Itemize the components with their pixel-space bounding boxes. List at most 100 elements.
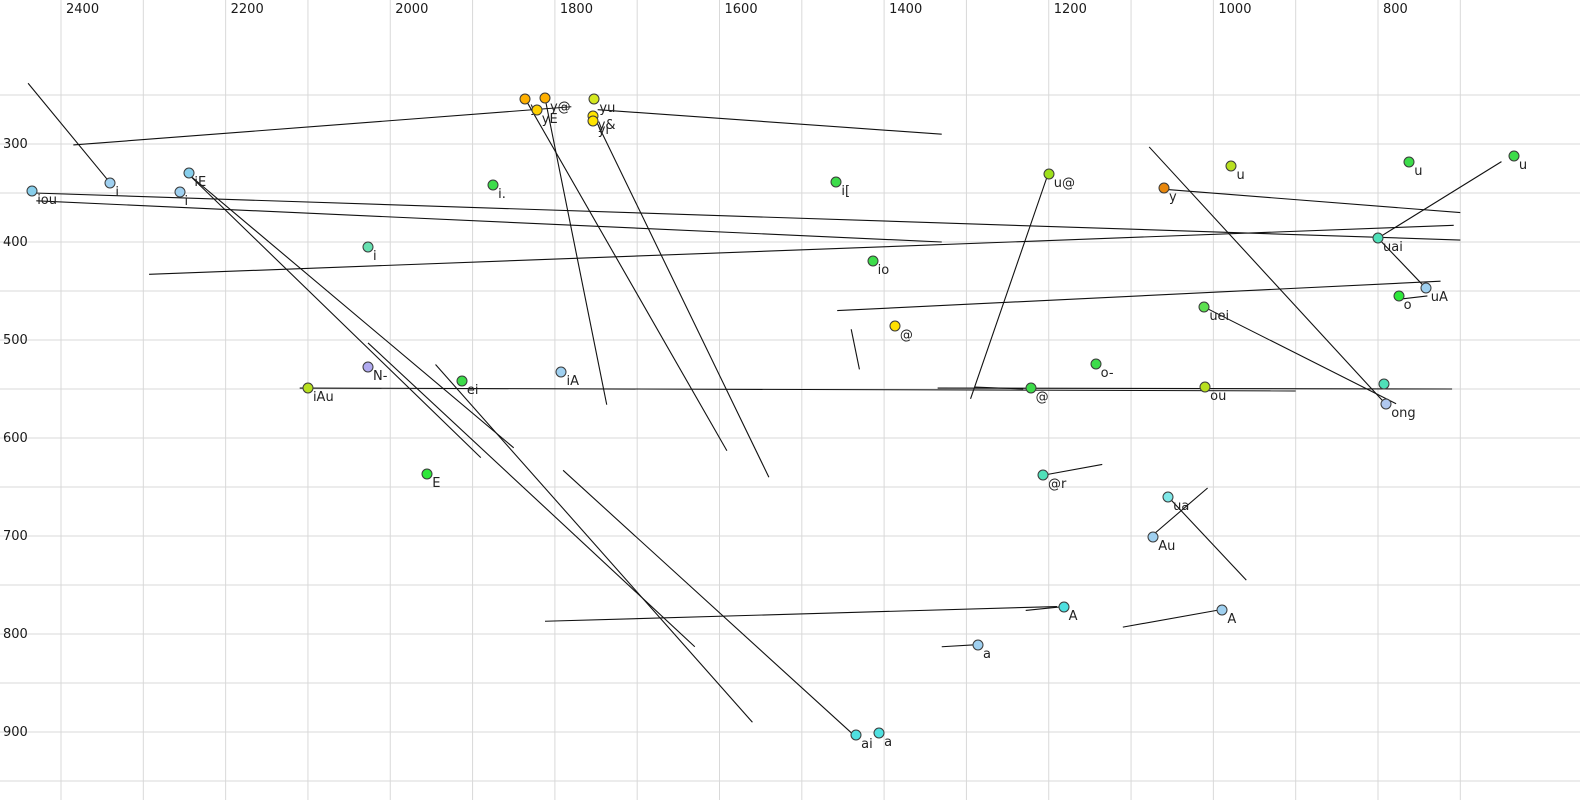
point-label: N- (373, 369, 388, 385)
point-label: u@ (1053, 176, 1075, 192)
point-label: Au (1158, 538, 1176, 554)
point-label: A (1068, 608, 1078, 624)
point-label: iA (566, 374, 579, 390)
point-label: @r (1047, 477, 1067, 493)
x-axis-tick-label: 1800 (559, 2, 593, 17)
point-label: a (884, 734, 893, 750)
point-label: i. (498, 187, 506, 203)
connector-lines (27, 82, 1502, 736)
data-point[interactable] (588, 93, 600, 105)
data-point[interactable] (1216, 604, 1228, 615)
point-label: uai (1383, 240, 1403, 256)
point-label: yE (541, 111, 558, 127)
data-point[interactable] (362, 361, 374, 373)
point-label: E (432, 476, 441, 492)
data-point[interactable] (873, 727, 885, 739)
point-label: uA (1430, 290, 1448, 306)
data-point[interactable] (104, 177, 116, 189)
data-point[interactable] (1162, 491, 1174, 503)
point-label: iou (37, 193, 57, 209)
data-point[interactable] (183, 167, 195, 179)
y-axis-tick-label: 600 (3, 431, 28, 446)
data-point[interactable] (1037, 469, 1049, 481)
point-label: ei (466, 383, 479, 399)
point-label: o (1403, 297, 1412, 313)
point-label: a (982, 646, 991, 662)
data-point[interactable] (1393, 290, 1405, 302)
data-point[interactable] (487, 179, 499, 191)
data-point[interactable] (1043, 168, 1055, 180)
data-point[interactable] (850, 729, 862, 741)
data-point[interactable] (1508, 150, 1520, 162)
data-point[interactable] (531, 104, 543, 116)
data-point[interactable] (889, 320, 901, 332)
point-label: uei (1209, 308, 1230, 324)
y-axis-tick-label: 800 (3, 627, 28, 642)
data-point[interactable] (539, 92, 551, 104)
data-point[interactable] (1380, 398, 1392, 410)
point-label: @ (1035, 390, 1049, 406)
data-point[interactable] (830, 176, 842, 188)
data-point[interactable] (1158, 182, 1170, 194)
data-point[interactable] (456, 375, 468, 387)
data-point[interactable] (972, 639, 984, 651)
x-axis-tick-label: 2400 (66, 2, 100, 17)
x-axis-tick-label: 800 (1383, 2, 1408, 17)
point-label: o- (1100, 365, 1114, 381)
point-label: y@ (549, 99, 571, 115)
data-point[interactable] (1058, 601, 1070, 613)
data-point[interactable] (26, 185, 38, 197)
data-point[interactable] (1420, 282, 1432, 294)
y-axis-tick-label: 900 (3, 725, 28, 740)
point-label: yu (599, 100, 616, 116)
data-point[interactable] (1198, 301, 1210, 313)
data-point[interactable] (1378, 378, 1390, 390)
point-label: y (1168, 190, 1177, 206)
data-point[interactable] (1372, 232, 1384, 244)
x-axis-tick-label: 2000 (395, 2, 429, 17)
point-label: yi (597, 123, 610, 139)
point-label: y& (597, 117, 616, 133)
y-axis-tick-label: 500 (3, 333, 28, 348)
y-axis-tick-label: 300 (3, 137, 28, 152)
point-label: i[ (841, 184, 851, 200)
data-point[interactable] (1090, 358, 1102, 370)
data-point[interactable] (1199, 381, 1211, 393)
point-label: @ (899, 328, 913, 344)
data-point[interactable] (555, 366, 567, 378)
data-point[interactable] (1147, 531, 1159, 543)
y-axis-tick-label: 700 (3, 529, 28, 544)
point-label: i (373, 248, 377, 264)
point-label: u (1236, 167, 1245, 183)
point-label: i (115, 185, 119, 201)
point-label: ai (861, 736, 873, 752)
data-point[interactable] (421, 468, 433, 480)
data-point[interactable] (302, 382, 314, 394)
point-label: u (1518, 157, 1528, 173)
data-point[interactable] (362, 241, 374, 253)
point-label: iAu (312, 390, 334, 406)
x-axis-tick-label: 1000 (1218, 2, 1252, 17)
point-label: u (1414, 163, 1423, 179)
point-label: A (1227, 611, 1237, 627)
data-point[interactable] (519, 93, 531, 105)
point-label: iE (194, 175, 207, 191)
x-axis-tick-label: 2200 (230, 2, 264, 17)
point-label: ong (1391, 405, 1416, 421)
point-label: ou (1210, 389, 1227, 405)
y-axis-tick-label: 400 (3, 235, 28, 250)
x-axis-tick-label: 1200 (1053, 2, 1087, 17)
data-point[interactable] (1025, 382, 1037, 394)
data-point[interactable] (587, 115, 599, 127)
data-point[interactable] (1225, 160, 1237, 172)
point-label: i (184, 194, 189, 210)
data-point[interactable] (867, 255, 879, 267)
data-point[interactable] (174, 186, 186, 198)
point-label: ua (1173, 498, 1190, 514)
data-point[interactable] (1403, 156, 1415, 168)
point-label: io (877, 262, 890, 278)
x-axis-tick-label: 1400 (889, 2, 923, 17)
